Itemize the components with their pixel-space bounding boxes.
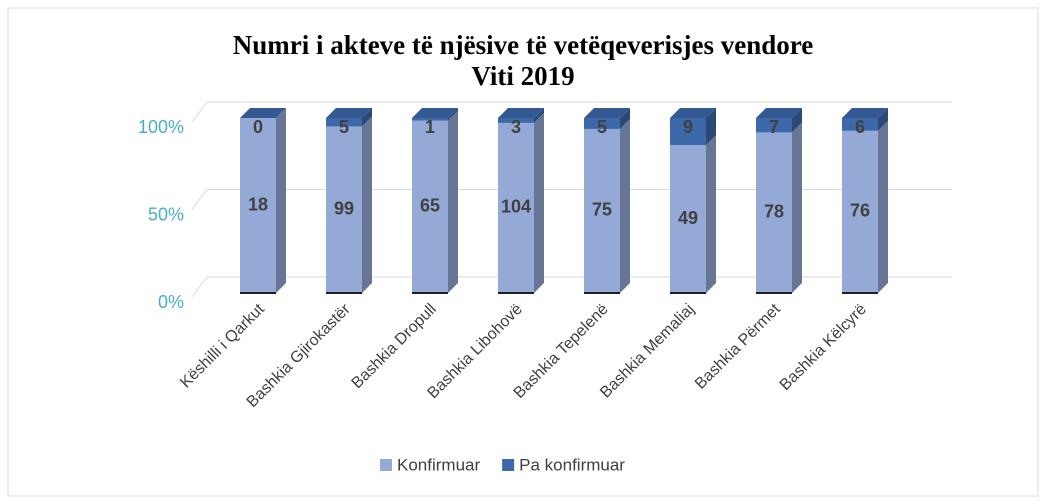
data-label: 18 (248, 194, 268, 214)
bar (326, 126, 362, 294)
bar (326, 118, 362, 127)
data-label: 78 (764, 201, 784, 221)
bar-side (620, 118, 630, 293)
data-label: 3 (511, 117, 521, 137)
bar-side (792, 122, 802, 293)
bar (670, 118, 706, 146)
data-label: 76 (850, 201, 870, 221)
bar-top (498, 108, 544, 118)
bar-side (792, 108, 802, 133)
bar (584, 118, 620, 129)
bar (670, 145, 706, 293)
data-label: 49 (678, 208, 698, 228)
bar-side (620, 108, 630, 129)
bar-side (878, 108, 888, 131)
bar-side (878, 120, 888, 294)
bar-side (448, 108, 458, 121)
chart-title: Numri i akteve të njësive të vetëqeveris… (233, 30, 814, 60)
bar-top (584, 108, 630, 118)
bar-top (326, 108, 372, 118)
bar-top (240, 108, 286, 118)
bar (412, 120, 448, 293)
data-label: 65 (420, 196, 440, 216)
data-label: 104 (501, 197, 531, 217)
bar (756, 132, 792, 293)
y-tick-label: 50% (148, 204, 184, 224)
y-tick-label: 100% (138, 117, 184, 137)
grid-line (191, 101, 952, 123)
data-label: 75 (592, 200, 612, 220)
bar-side (448, 110, 458, 293)
bar (842, 130, 878, 293)
data-label: 5 (597, 117, 607, 137)
bar (240, 118, 276, 293)
data-label: 1 (425, 117, 435, 137)
data-label: 7 (769, 117, 779, 137)
data-label: 99 (334, 198, 354, 218)
bar (584, 128, 620, 293)
bar-side (534, 112, 544, 293)
data-label: 5 (339, 117, 349, 137)
bar (756, 118, 792, 133)
bar-top (670, 108, 716, 118)
legend-label: Pa konfirmuar (519, 455, 625, 474)
bar-side (534, 108, 544, 123)
bar-side (362, 116, 372, 294)
bar-side (362, 108, 372, 127)
bar-top (842, 108, 888, 118)
bar (412, 118, 448, 121)
bar-top (412, 108, 458, 118)
data-label: 6 (855, 117, 865, 137)
legend-swatch (380, 459, 392, 471)
bar-top (756, 108, 802, 118)
bar-side (706, 135, 716, 293)
y-tick-label: 0% (158, 292, 184, 312)
data-label: 0 (253, 117, 263, 137)
bar (842, 118, 878, 131)
bar-side (706, 108, 716, 146)
bar (498, 122, 534, 293)
chart-subtitle: Viti 2019 (471, 61, 574, 91)
data-label: 9 (683, 117, 693, 137)
bar-side (276, 108, 286, 293)
legend-label: Konfirmuar (397, 455, 480, 474)
bar (498, 118, 534, 123)
legend-swatch (502, 459, 515, 471)
